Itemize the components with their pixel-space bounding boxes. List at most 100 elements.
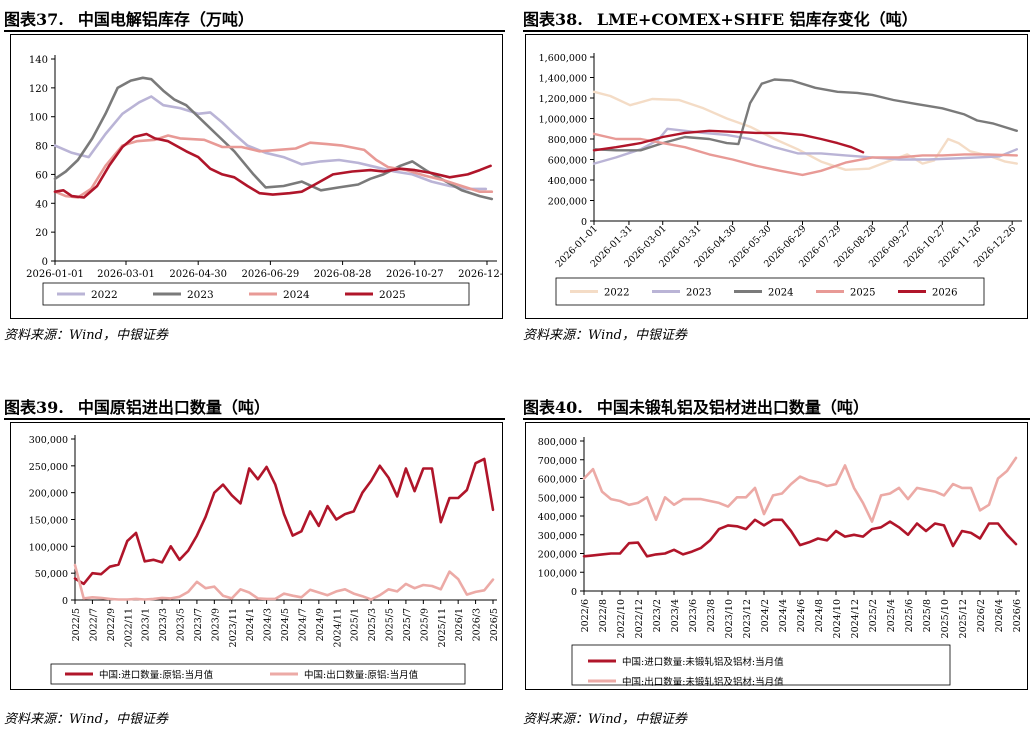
y-tick-label: 250,000 xyxy=(29,462,68,473)
source-note: 资料来源：Wind，中银证券 xyxy=(4,328,168,343)
y-tick-label: 1,200,000 xyxy=(539,94,587,105)
figure-title: 中国原铝进出口数量（吨） xyxy=(77,398,270,417)
y-tick-label: 1,000,000 xyxy=(539,115,587,126)
x-tick-label: 2025/2 xyxy=(868,599,879,632)
x-tick-label: 2023/3 xyxy=(158,608,169,641)
title-rule xyxy=(523,418,1030,420)
panel-title: 图表37. 中国电解铝库存（万吨） xyxy=(4,6,254,30)
y-tick-label: 100 xyxy=(29,113,48,124)
x-tick-label: 2023/12 xyxy=(742,599,753,638)
panel-aluminum-products-trade: 图表40. 中国未锻轧铝及铝材进出口数量（吨） 0 100,000 200,000 30… xyxy=(523,388,1030,728)
legend-label: 中国:出口数量:未锻轧铝及铝材:当月值 xyxy=(622,676,784,688)
x-tick-label: 2024/6 xyxy=(796,599,807,632)
x-tick-label: 2022/8 xyxy=(598,599,609,632)
x-tick-label: 2022/9 xyxy=(106,608,117,641)
title-rule xyxy=(523,30,1030,32)
y-tick-label: 1,400,000 xyxy=(539,74,587,85)
x-tick-label: 2026-12-26 xyxy=(458,269,502,280)
y-tick-label: 300,000 xyxy=(538,531,577,542)
y-tick-label: 80 xyxy=(35,142,48,153)
y-tick-label: 800,000 xyxy=(548,135,587,146)
x-tick-label: 2026/2 xyxy=(976,599,987,632)
legend-label: 2026 xyxy=(932,288,957,299)
x-tick-label: 2025/6 xyxy=(904,599,915,632)
x-tick-label: 2025/4 xyxy=(886,599,897,632)
legend-label: 2025 xyxy=(850,288,875,299)
figure-title: 中国电解铝库存（万吨） xyxy=(77,10,254,29)
x-tick-label: 2023/2 xyxy=(652,599,663,632)
x-tick-label: 2023/11 xyxy=(228,608,239,647)
y-tick-label: 0 xyxy=(581,217,587,228)
legend-label: 2025 xyxy=(379,289,406,301)
y-tick-label: 20 xyxy=(35,228,48,239)
y-tick-label: 200,000 xyxy=(548,197,587,208)
y-tick-label: 400,000 xyxy=(548,176,587,187)
legend-box xyxy=(50,663,466,685)
x-tick-label: 2022/11 xyxy=(123,608,134,647)
x-tick-label: 2024/11 xyxy=(332,608,343,647)
y-tick-label: 50,000 xyxy=(35,569,68,580)
x-tick-label: 2026-04-30 xyxy=(169,269,227,280)
x-tick-label: 2025/11 xyxy=(437,608,448,647)
x-tick-label: 2026-10-27 xyxy=(386,269,444,280)
x-tick-label: 2024/7 xyxy=(297,608,308,641)
panel-title: 图表39. 中国原铝进出口数量（吨） xyxy=(4,394,270,418)
series-line-2024 xyxy=(53,134,494,199)
x-tick-label: 2026/3 xyxy=(472,608,483,641)
source-note: 资料来源：Wind，中银证券 xyxy=(4,712,168,727)
legend-label: 2024 xyxy=(768,288,793,299)
series-line-2025 xyxy=(53,132,492,199)
x-tick-label: 2023/8 xyxy=(706,599,717,632)
y-tick-label: 60 xyxy=(35,170,48,181)
x-tick-label: 2025/12 xyxy=(958,599,969,638)
figure-number: 图表40. xyxy=(523,398,583,417)
chart-frame: 0 20 40 60 80 100 120 140 2026-01-01 2026-03-01 20… xyxy=(10,34,516,319)
panel-title: 图表38. LME+COMEX+SHFE 铝库存变化（吨） xyxy=(523,6,918,30)
x-tick-label: 2022/5 xyxy=(71,608,82,641)
series-line-中国:出口数量:原铝:当月值 xyxy=(73,563,495,601)
legend-label: 2022 xyxy=(604,288,629,299)
series-line-2023 xyxy=(592,127,1018,165)
y-tick-label: 100,000 xyxy=(538,568,577,579)
legend-label: 中国:进口数量:原铝:当月值 xyxy=(99,669,214,681)
figure-number: 图表37. xyxy=(4,10,64,29)
series-line-中国:进口数量:未锻轧铝及铝材:当月值 xyxy=(582,518,1018,558)
title-rule xyxy=(4,30,505,32)
x-tick-label: 2026/4 xyxy=(994,599,1005,632)
x-tick-label: 2023/7 xyxy=(193,608,204,641)
x-tick-label: 2026/1 xyxy=(454,608,465,641)
chart-frame: 0 200,000 400,000 600,000 800,000 1,000,000 1,… xyxy=(525,34,1028,319)
x-tick-label: 2026/6 xyxy=(1012,599,1023,632)
figure-title: LME+COMEX+SHFE 铝库存变化（吨） xyxy=(596,10,918,29)
legend-label: 中国:进口数量:未锻轧铝及铝材:当月值 xyxy=(622,656,784,668)
x-tick-label: 2024/2 xyxy=(760,599,771,632)
x-tick-label: 2025/8 xyxy=(922,599,933,632)
x-tick-label: 2025/3 xyxy=(367,608,378,641)
x-tick-label: 2024/9 xyxy=(315,608,326,641)
x-tick-label: 2026-03-01 xyxy=(97,269,155,280)
y-tick-label: 0 xyxy=(42,257,48,268)
panel-inventory: 图表37. 中国电解铝库存（万吨） 0 20 40 60 80 100 120 140 2026-… xyxy=(4,0,516,345)
figure-number: 图表39. xyxy=(4,398,64,417)
y-tick-label: 300,000 xyxy=(29,435,68,446)
legend-label: 2024 xyxy=(283,289,310,301)
series-line-2023 xyxy=(53,76,494,201)
x-tick-label: 2023/10 xyxy=(724,599,735,638)
figure-number: 图表38. xyxy=(523,10,583,29)
x-tick-label: 2025/5 xyxy=(385,608,396,641)
chart-svg: 0 20 40 60 80 100 120 140 2026-01-01 2026-03-01 20… xyxy=(26,55,516,306)
x-tick-label: 2023/9 xyxy=(210,608,221,641)
y-tick-label: 200,000 xyxy=(29,489,68,500)
x-tick-label: 2024/5 xyxy=(280,608,291,641)
x-tick-label: 2023/5 xyxy=(176,608,187,641)
x-tick-label: 2026/5 xyxy=(489,608,500,641)
x-tick-label: 2023/4 xyxy=(670,599,681,632)
y-tick-label: 600,000 xyxy=(538,475,577,486)
x-tick-label: 2026-08-28 xyxy=(314,269,372,280)
y-tick-label: 0 xyxy=(571,587,577,598)
x-tick-label: 2022/6 xyxy=(580,599,591,632)
chart-svg: 0 50,000 100,000 150,000 200,000 250,000 300,0… xyxy=(29,435,500,685)
chart-frame: 0 100,000 200,000 300,000 400,000 500,000 600,… xyxy=(525,422,1028,690)
panel-primary-aluminum-trade: 图表39. 中国原铝进出口数量（吨） 0 50,000 100,000 150,000 2… xyxy=(4,388,505,728)
x-tick-label: 2024/10 xyxy=(832,599,843,638)
